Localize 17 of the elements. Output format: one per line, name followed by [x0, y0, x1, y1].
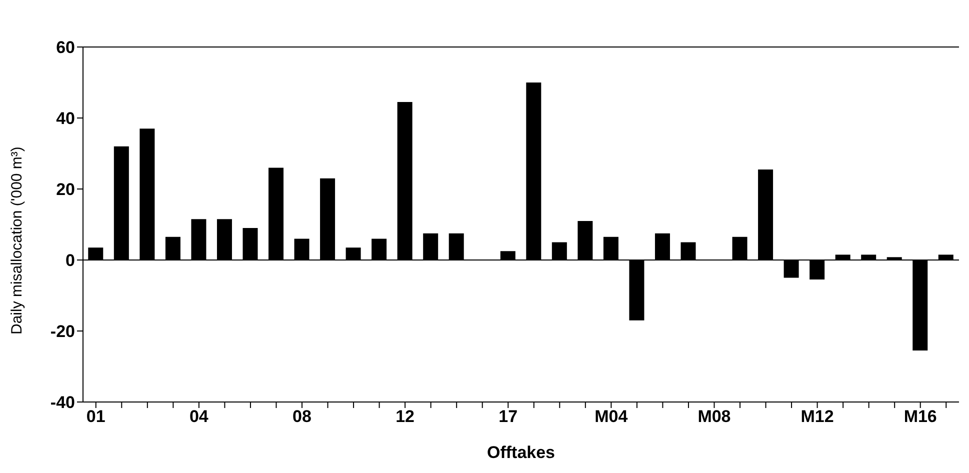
- x-tick-label: M16: [904, 407, 937, 426]
- x-tick-label: 01: [86, 407, 106, 426]
- y-axis-title: Daily misallocation ('000 m³): [8, 146, 26, 334]
- y-tick-label: 0: [66, 251, 75, 270]
- x-tick-label: M12: [800, 407, 834, 426]
- y-tick-label: 20: [56, 180, 75, 200]
- y-tick-label: 60: [56, 38, 75, 58]
- x-tick-label: M04: [594, 407, 628, 426]
- x-tick-label: 08: [292, 407, 312, 426]
- x-tick-label: 17: [498, 407, 518, 426]
- y-tick-label: 40: [56, 109, 75, 128]
- x-tick-label: 04: [189, 407, 209, 426]
- x-tick-label: 12: [396, 407, 415, 426]
- y-tick-label: -20: [50, 322, 75, 342]
- x-tick-label: M08: [698, 407, 731, 426]
- y-tick-label: -40: [50, 393, 75, 412]
- x-axis-title: Offtakes: [486, 443, 556, 462]
